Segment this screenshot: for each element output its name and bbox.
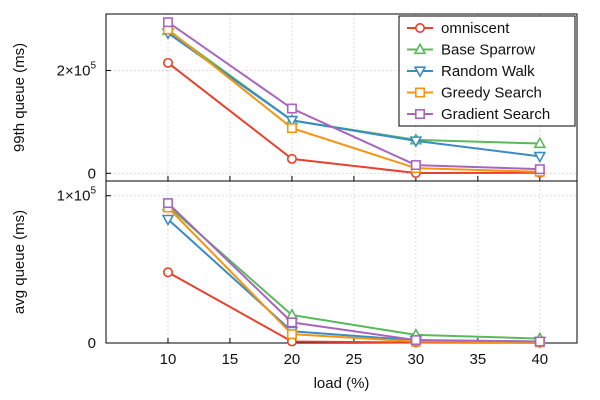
data-point (286, 153, 297, 164)
legend-label: Gradient Search (441, 106, 550, 123)
data-point (285, 115, 299, 128)
series-line (167, 205, 540, 340)
data-point (409, 136, 423, 148)
bottom-plot-frame (105, 180, 578, 344)
data-point (286, 329, 297, 340)
series-line (167, 21, 540, 171)
legend-item: Gradient Search (407, 106, 550, 123)
data-point (534, 336, 545, 347)
legend-item: Random Walk (407, 63, 535, 80)
legend-marker (414, 109, 425, 120)
x-tick-label: 15 (222, 351, 239, 368)
legend-marker (414, 22, 425, 33)
y-tick-label: 0 (88, 335, 96, 352)
data-point (533, 151, 547, 164)
x-tick-label: 35 (469, 351, 486, 368)
legend: omniscent Base Sparrow Random Walk Greedy S… (398, 15, 576, 127)
legend-label: Random Walk (441, 63, 535, 80)
legend-marker (413, 42, 427, 55)
y-tick-label: 1×105 (57, 186, 97, 205)
data-point (286, 103, 297, 114)
legend-label: omniscent (441, 20, 510, 37)
x-tick-label: 30 (408, 351, 425, 368)
top-y-axis-label: 99th queue (ms) (11, 43, 28, 152)
data-point (286, 317, 297, 328)
legend-item: omniscent (407, 20, 510, 37)
data-point (410, 160, 421, 171)
data-point (162, 57, 173, 68)
data-point (162, 198, 173, 209)
data-point (162, 17, 173, 28)
y-tick-label: 0 (88, 165, 96, 182)
legend-label: Greedy Search (441, 85, 542, 102)
top-panel: 0 2×105 99th queue (ms) (11, 13, 578, 182)
bottom-y-axis-label: avg queue (ms) (11, 210, 28, 314)
legend-item: Greedy Search (407, 85, 542, 102)
legend-marker (413, 66, 427, 78)
series-line (167, 206, 540, 344)
data-point (161, 214, 175, 227)
data-point (286, 123, 297, 134)
legend-item: Base Sparrow (407, 42, 535, 59)
series-line (167, 62, 540, 175)
series-gradient-search (162, 198, 545, 347)
series-line (167, 28, 540, 173)
legend-label: Base Sparrow (441, 42, 535, 59)
x-axis-label: load (%) (314, 375, 370, 392)
data-point (533, 136, 547, 149)
data-point (410, 335, 421, 346)
x-tick-label: 20 (284, 351, 301, 368)
legend-marker (414, 87, 425, 98)
y-tick-label: 2×105 (57, 61, 97, 80)
bottom-panel: 0 1×105 avg queue (ms) (11, 180, 578, 352)
x-tick-label: 40 (531, 351, 548, 368)
series-line (167, 32, 540, 158)
data-point (534, 164, 545, 175)
series-line (167, 202, 540, 343)
x-tick-label: 10 (160, 351, 177, 368)
x-tick-label: 25 (346, 351, 363, 368)
series-gradient-search (162, 17, 545, 175)
data-point (162, 267, 173, 278)
